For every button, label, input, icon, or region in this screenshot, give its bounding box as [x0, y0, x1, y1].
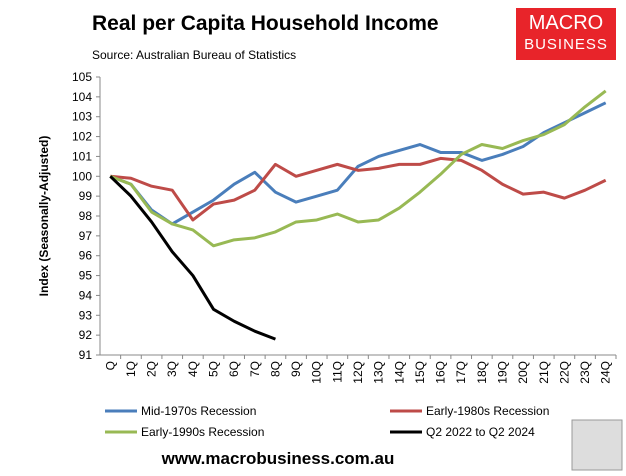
- x-tick-label: 16Q: [434, 361, 448, 384]
- y-tick-label: 99: [79, 189, 93, 203]
- legend-label: Mid-1970s Recession: [141, 404, 256, 418]
- x-tick-label: Q: [103, 361, 117, 370]
- y-tick-label: 97: [79, 229, 93, 243]
- series-line: [109, 175, 276, 341]
- logo-box: [516, 8, 616, 60]
- legend-label: Early-1990s Recession: [141, 425, 264, 439]
- logo-text: MACRO: [529, 12, 603, 34]
- x-tick-label: 1Q: [124, 361, 138, 377]
- x-tick-label: 11Q: [330, 361, 344, 383]
- x-tick-label: 20Q: [516, 361, 530, 384]
- x-tick-label: 6Q: [227, 361, 241, 377]
- x-tick-label: 8Q: [268, 361, 282, 377]
- x-tick-label: 7Q: [248, 361, 262, 377]
- y-tick-label: 91: [79, 348, 93, 362]
- y-tick-label: 98: [79, 209, 93, 223]
- y-tick-label: 100: [72, 169, 92, 183]
- wolf-logo: [571, 419, 623, 471]
- x-tick-label: 12Q: [351, 361, 365, 384]
- x-tick-label: 24Q: [599, 361, 613, 384]
- y-tick-label: 94: [79, 288, 93, 302]
- x-tick-label: 15Q: [413, 361, 427, 384]
- x-tick-label: 9Q: [289, 361, 303, 377]
- y-tick-label: 103: [72, 110, 92, 124]
- y-axis-label: Index (Seasonally-Adjusted): [37, 136, 51, 297]
- x-tick-label: 5Q: [207, 361, 221, 377]
- y-tick-label: 102: [72, 130, 92, 144]
- y-tick-label: 96: [79, 249, 93, 263]
- x-tick-label: 2Q: [145, 361, 159, 377]
- x-tick-label: 3Q: [165, 361, 179, 377]
- series-line: [109, 101, 607, 226]
- y-tick-label: 101: [72, 149, 92, 163]
- x-tick-label: 13Q: [372, 361, 386, 384]
- x-tick-label: 19Q: [495, 361, 509, 384]
- series-line: [110, 156, 607, 222]
- x-tick-label: 21Q: [537, 361, 551, 384]
- legend-label: Early-1980s Recession: [426, 404, 549, 418]
- footer: www.macrobusiness.com.au: [161, 449, 395, 468]
- x-tick-label: 22Q: [557, 361, 571, 384]
- x-tick-label: 18Q: [475, 361, 489, 384]
- x-tick-label: 23Q: [578, 361, 592, 384]
- series-line: [109, 89, 607, 248]
- x-tick-label: 17Q: [454, 361, 468, 384]
- y-tick-label: 105: [72, 70, 92, 84]
- chart-title: Real per Capita Household Income: [92, 12, 439, 35]
- x-tick-label: 4Q: [186, 361, 200, 377]
- x-tick-label: 14Q: [392, 361, 406, 384]
- y-tick-label: 92: [79, 328, 93, 342]
- chart-subtitle: Source: Australian Bureau of Statistics: [92, 48, 296, 62]
- y-tick-label: 93: [79, 308, 93, 322]
- legend-label: Q2 2022 to Q2 2024: [426, 425, 535, 439]
- y-tick-label: 95: [79, 269, 93, 283]
- logo-text: BUSINESS: [524, 36, 608, 53]
- x-tick-label: 10Q: [310, 361, 324, 384]
- y-tick-label: 104: [72, 90, 92, 104]
